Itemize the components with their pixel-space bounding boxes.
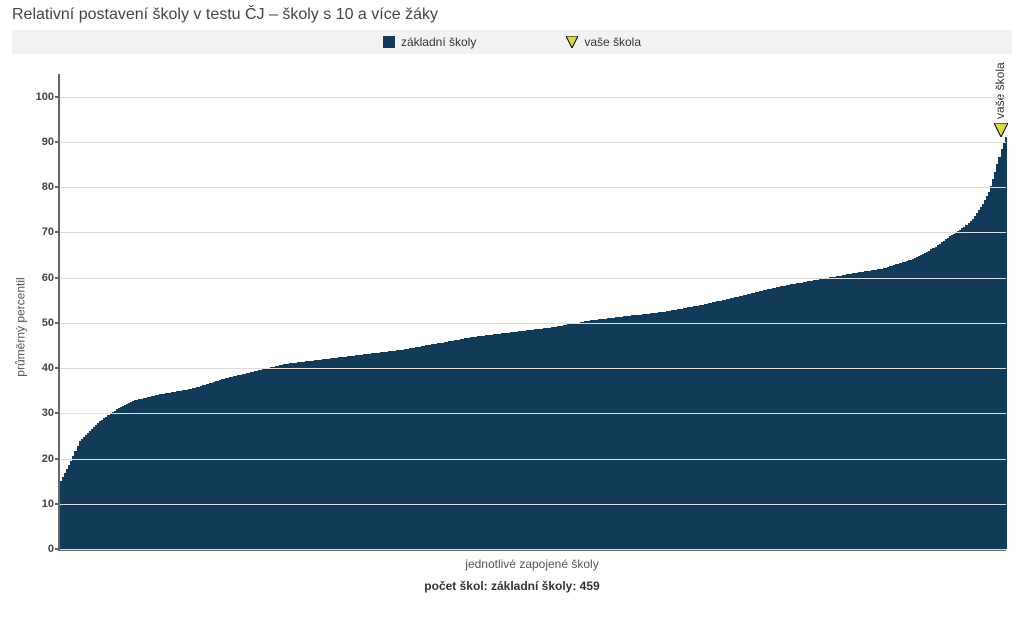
y-tick-label: 90 (42, 136, 60, 148)
legend-item-series1: základní školy (383, 35, 476, 49)
y-tick-label: 100 (36, 91, 60, 103)
y-tick-label: 40 (42, 362, 60, 374)
y-tick-label: 0 (48, 543, 60, 555)
bar (1005, 137, 1007, 549)
square-icon (383, 36, 395, 48)
page-title: Relativní postavení školy v testu ČJ – š… (12, 6, 1012, 24)
grid-line (60, 504, 1006, 505)
grid-line (60, 413, 1006, 414)
grid-line (60, 187, 1006, 188)
y-tick-label: 50 (42, 317, 60, 329)
triangle-down-icon (566, 36, 578, 48)
grid-line (60, 368, 1006, 369)
grid-line (60, 232, 1006, 233)
legend-item-series2: vaše škola (566, 35, 641, 49)
y-tick-label: 20 (42, 453, 60, 465)
grid-line (60, 459, 1006, 460)
x-axis-label: jednotlivé zapojené školy (58, 557, 1006, 571)
y-tick-label: 60 (42, 272, 60, 284)
legend-label: základní školy (401, 35, 476, 49)
y-axis-label: průměrný percentil (12, 74, 30, 579)
y-tick-label: 70 (42, 226, 60, 238)
grid-line (60, 278, 1006, 279)
y-tick-label: 30 (42, 407, 60, 419)
legend: základní školy vaše škola (12, 30, 1012, 54)
grid-line (60, 142, 1006, 143)
chart: průměrný percentil vaše škola 0102030405… (12, 74, 1012, 579)
your-school-marker-label: vaše škola (993, 63, 1007, 120)
grid-line (60, 97, 1006, 98)
y-tick-label: 80 (42, 181, 60, 193)
bars-container (60, 74, 1006, 549)
y-tick-label: 10 (42, 498, 60, 510)
grid-line (60, 323, 1006, 324)
legend-label: vaše škola (584, 35, 641, 49)
grid-line (60, 549, 1006, 550)
plot-area: vaše škola 0102030405060708090100 (58, 74, 1006, 551)
footer-count: počet škol: základní školy: 459 (12, 579, 1012, 593)
